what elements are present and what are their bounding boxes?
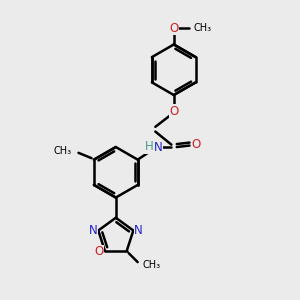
Text: CH₃: CH₃ [194,23,212,33]
Text: H: H [145,140,154,153]
Text: O: O [169,105,178,118]
Text: O: O [94,245,104,258]
Text: O: O [191,138,201,151]
Text: N: N [154,140,163,154]
Text: N: N [134,224,143,237]
Text: N: N [88,224,97,237]
Text: CH₃: CH₃ [54,146,72,156]
Text: O: O [169,22,178,34]
Text: CH₃: CH₃ [142,260,160,270]
